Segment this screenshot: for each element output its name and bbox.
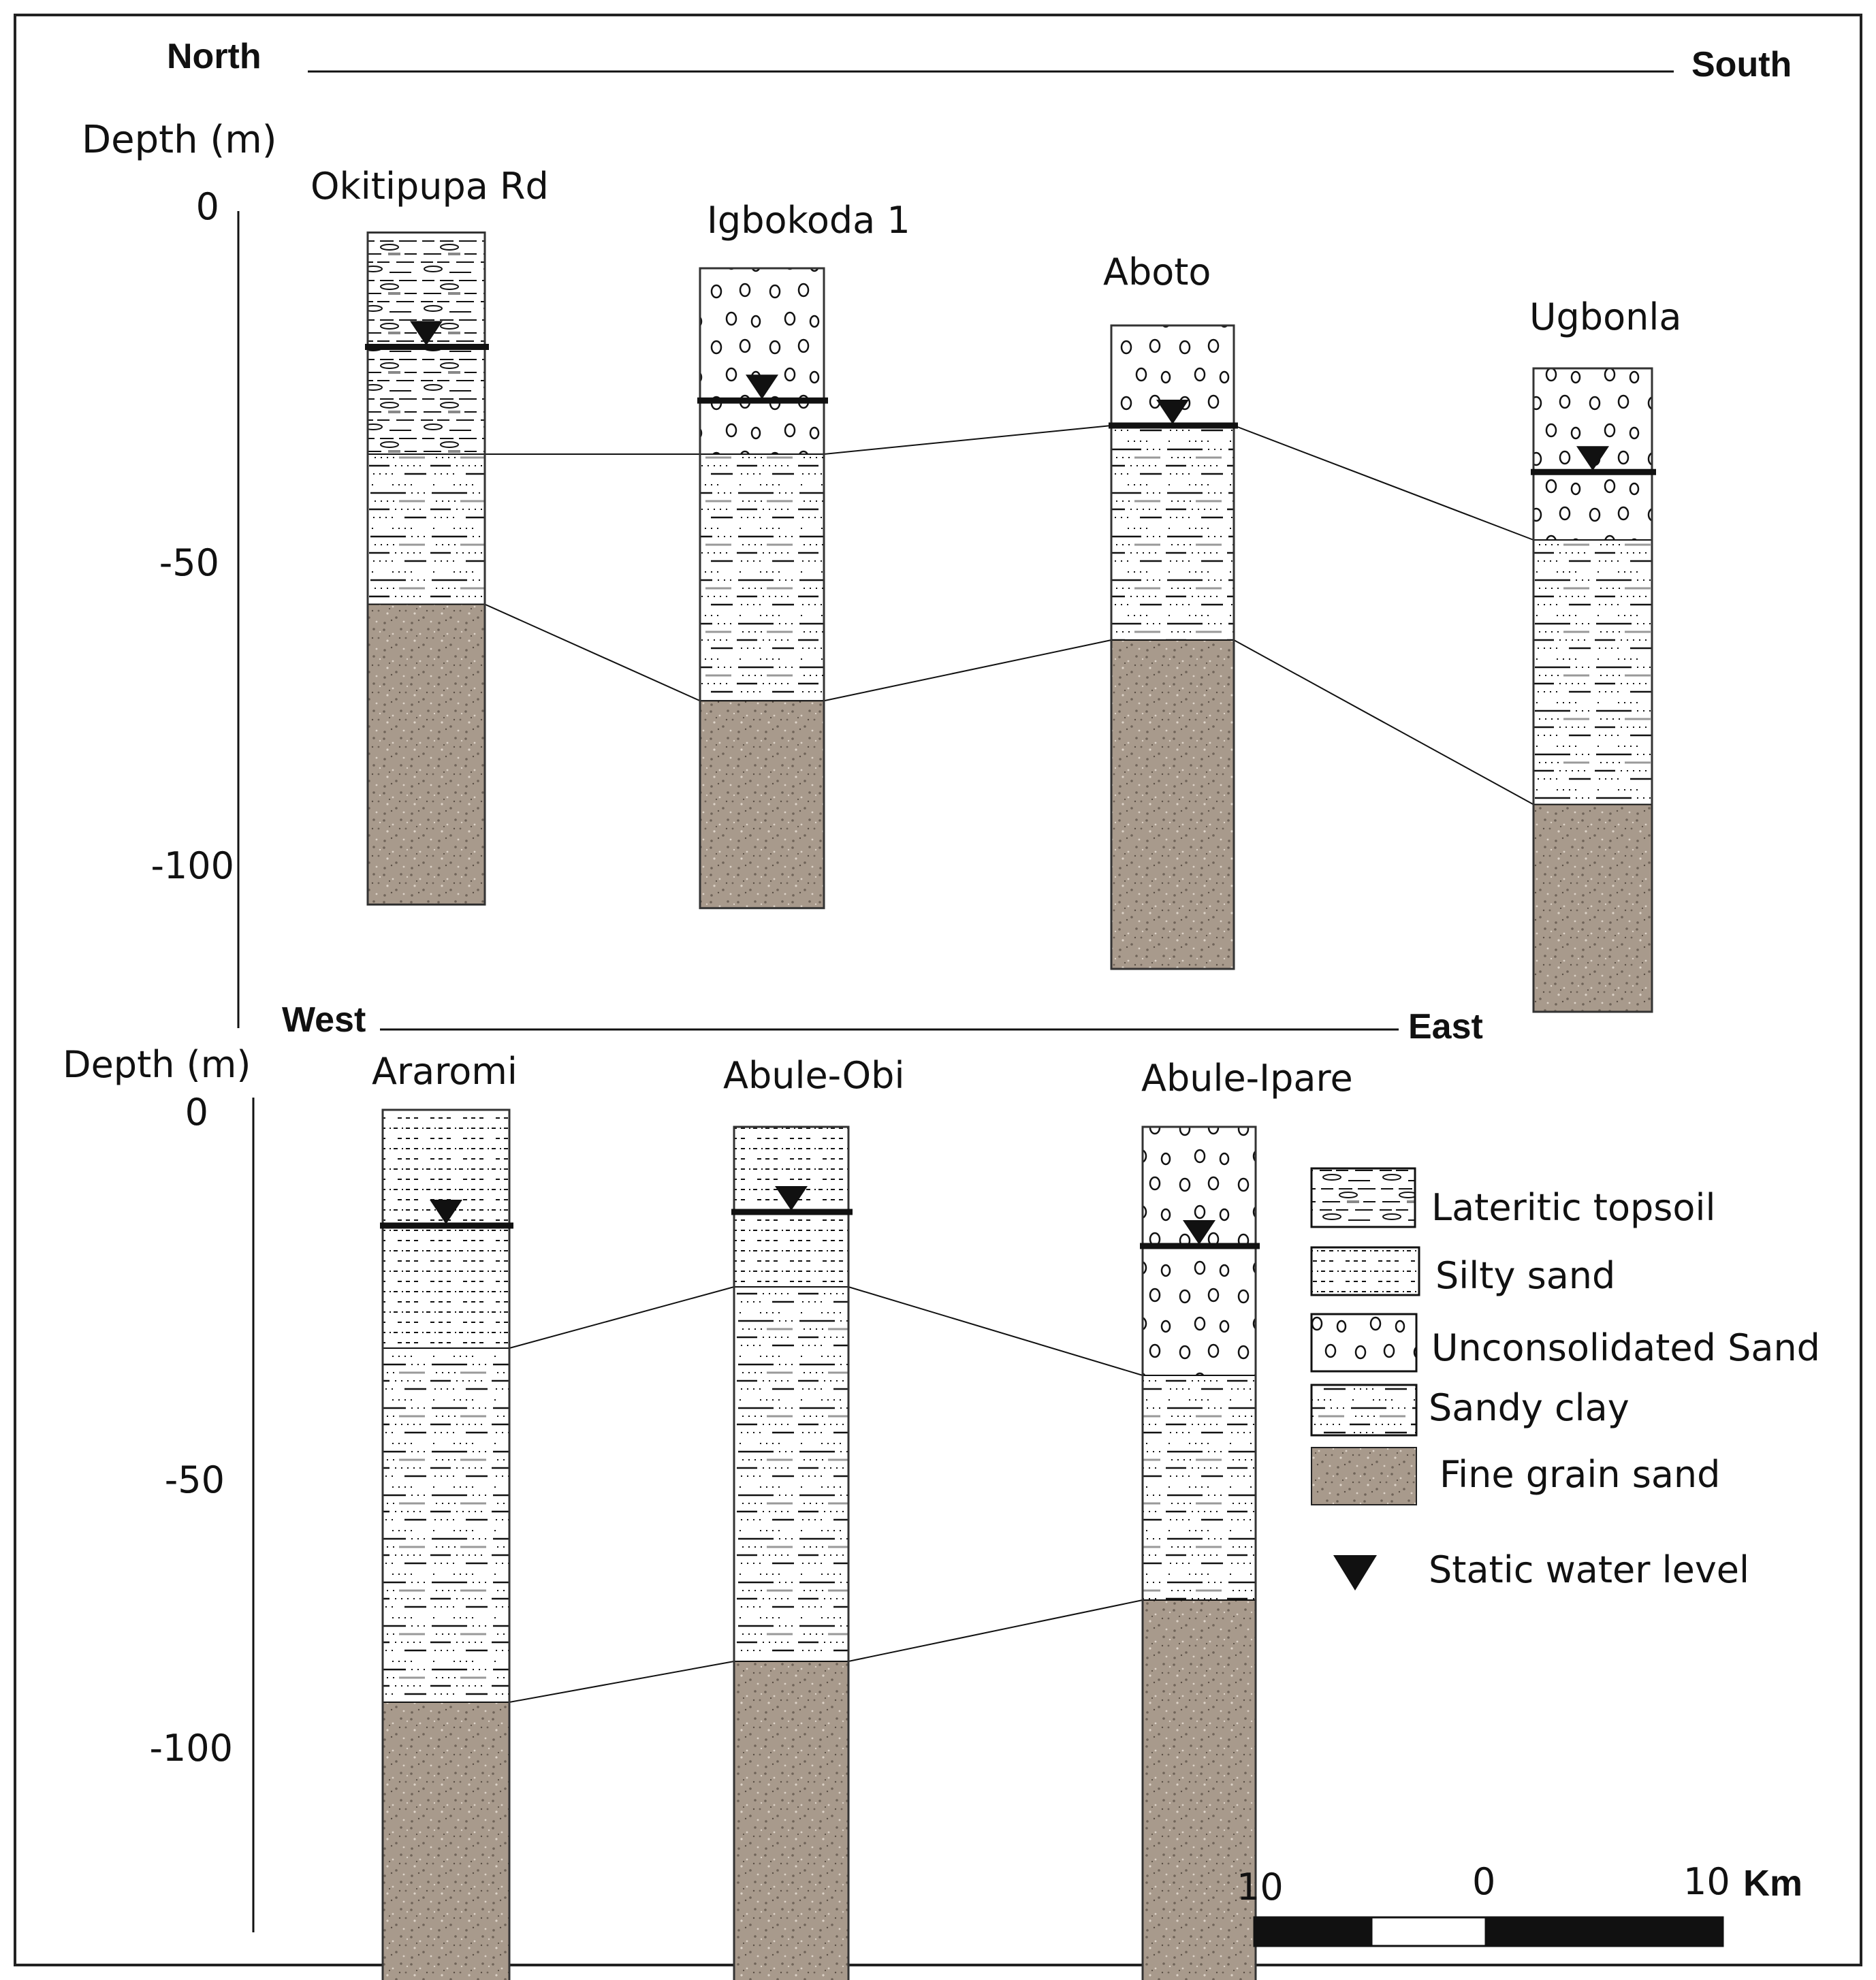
- borehole-column-aboto: [1110, 324, 1235, 970]
- scale-bar-label-left: 10: [1237, 1866, 1284, 1909]
- water-level-icon-okitipupa-rd: [410, 321, 443, 346]
- borehole-name-ugbonla: Ugbonla: [1529, 296, 1681, 338]
- legend-swatch-unconsolidated: [1310, 1313, 1418, 1373]
- bottom-tick-label-50: -50: [165, 1458, 225, 1501]
- legend-label-fine-grain-sand: Fine grain sand: [1440, 1453, 1720, 1496]
- scale-bar-label-mid: 0: [1472, 1860, 1495, 1903]
- bottom-tick-label-0: 0: [185, 1091, 208, 1134]
- bottom-section-boreholes: [380, 1108, 1260, 1980]
- borehole-column-igbokoda-1: [699, 267, 825, 910]
- legend: Lateritic topsoil Silty sand Unconsolida…: [1310, 1167, 1820, 1591]
- scale-bar-segment-2: [1370, 1916, 1487, 1947]
- correlation-line: [848, 1286, 1143, 1376]
- correlation-line: [509, 1661, 735, 1703]
- water-level-icon-abule-ipare: [1183, 1220, 1215, 1245]
- layer-sandy-clay-araromi: [382, 1347, 510, 1703]
- water-level-icon-igbokoda-1: [746, 374, 778, 400]
- correlation-line: [509, 1286, 735, 1349]
- layer-fine-sand-araromi: [382, 1702, 510, 1980]
- correlation-line: [823, 425, 1112, 455]
- borehole-name-okitipupa-rd: Okitipupa Rd: [311, 165, 549, 208]
- north-label: North: [167, 37, 261, 76]
- legend-swatch-lateritic: [1310, 1167, 1416, 1228]
- borehole-name-aboto: Aboto: [1103, 251, 1211, 293]
- layer-fine-sand-abule-obi: [733, 1661, 849, 1980]
- correlation-line: [484, 603, 701, 702]
- layer-fine-sand-igbokoda-1: [699, 700, 825, 909]
- borehole-column-araromi: [381, 1108, 511, 1980]
- scale-bar: 10 0 10 Km: [1237, 1860, 1802, 1947]
- layer-sandy-clay-okitipupa-rd: [367, 453, 486, 605]
- top-depth-label: Depth (m): [82, 118, 277, 162]
- scale-bar-unit: Km: [1743, 1863, 1802, 1904]
- legend-swatch-silty-sand: [1310, 1246, 1420, 1296]
- legend-label-lateritic: Lateritic topsoil: [1431, 1186, 1715, 1229]
- layer-sandy-clay-abule-ipare: [1142, 1375, 1256, 1601]
- borehole-name-igbokoda-1: Igbokoda 1: [707, 199, 910, 242]
- correlation-line: [848, 1599, 1143, 1662]
- water-level-icon-aboto: [1156, 400, 1189, 424]
- layer-fine-sand-aboto: [1111, 639, 1235, 970]
- borehole-column-abule-obi: [733, 1125, 850, 1980]
- borehole-name-araromi: Araromi: [372, 1050, 518, 1093]
- borehole-column-abule-ipare: [1141, 1125, 1257, 1980]
- top-section-boreholes: [365, 231, 1656, 1013]
- layer-fine-sand-okitipupa-rd: [367, 603, 486, 906]
- bottom-depth-label: Depth (m): [63, 1043, 251, 1086]
- layer-sandy-clay-aboto: [1111, 425, 1235, 641]
- borehole-name-abule-obi: Abule-Obi: [723, 1054, 904, 1097]
- borehole-name-abule-ipare: Abule-Ipare: [1141, 1057, 1353, 1100]
- top-tick-label-100: -100: [150, 844, 234, 887]
- layer-fine-sand-ugbonla: [1533, 803, 1653, 1012]
- water-level-icon-abule-obi: [775, 1186, 808, 1211]
- west-label: West: [282, 1000, 366, 1040]
- south-label: South: [1691, 45, 1792, 84]
- top-tick-label-50: -50: [159, 541, 219, 584]
- layer-sandy-clay-igbokoda-1: [699, 453, 825, 702]
- legend-swatch-fine-grain-sand: [1311, 1447, 1417, 1505]
- legend-swatch-sandy-clay: [1310, 1384, 1418, 1437]
- borehole-column-ugbonla: [1532, 367, 1653, 1013]
- borehole-column-okitipupa-rd: [366, 231, 486, 906]
- scale-bar-label-right: 10: [1683, 1860, 1730, 1903]
- east-label: East: [1408, 1007, 1483, 1047]
- scale-bar-segment-3: [1484, 1916, 1724, 1947]
- legend-water-level-icon: [1333, 1555, 1377, 1591]
- layer-sandy-clay-abule-obi: [733, 1286, 849, 1662]
- top-tick-label-0: 0: [196, 185, 219, 228]
- layer-silty-sand-araromi: [382, 1109, 510, 1349]
- layer-unconsolidated-abule-ipare: [1142, 1126, 1256, 1376]
- layer-fine-sand-abule-ipare: [1142, 1599, 1256, 1980]
- legend-label-sandy-clay: Sandy clay: [1429, 1386, 1629, 1429]
- layer-unconsolidated-igbokoda-1: [699, 268, 825, 455]
- legend-label-static-water-level: Static water level: [1429, 1548, 1749, 1591]
- correlation-line: [1233, 425, 1534, 541]
- legend-label-unconsolidated: Unconsolidated Sand: [1431, 1326, 1820, 1369]
- legend-label-silty-sand: Silty sand: [1435, 1254, 1615, 1297]
- figure-frame: [14, 14, 1862, 1966]
- correlation-line: [1233, 639, 1534, 805]
- layer-sandy-clay-ugbonla: [1533, 539, 1653, 805]
- correlation-line: [823, 639, 1112, 702]
- bottom-tick-label-100: -100: [149, 1727, 233, 1770]
- scale-bar-segment-1: [1253, 1916, 1373, 1947]
- water-level-icon-araromi: [430, 1200, 462, 1224]
- water-level-icon-ugbonla: [1576, 446, 1609, 471]
